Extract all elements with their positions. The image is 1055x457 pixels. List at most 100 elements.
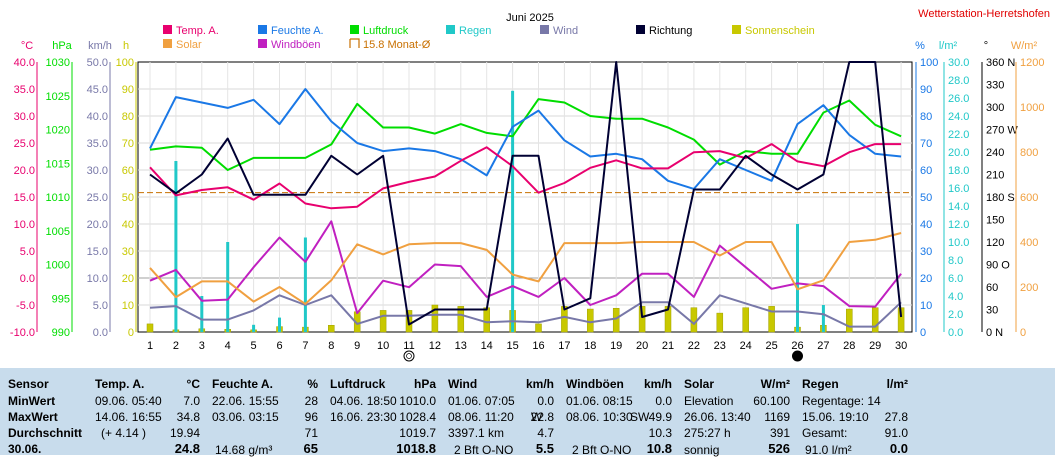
x-tick-label: 18: [584, 340, 596, 352]
temp-tick-label: -5.0: [16, 300, 35, 312]
pressure-header: Luftdruck: [330, 377, 386, 391]
temp-tick-label: 25.0: [14, 138, 35, 150]
legend-swatch-humidity: [258, 25, 267, 34]
sun-tick-label: 20: [122, 273, 134, 285]
sunshine-bar: [716, 312, 724, 333]
row-label-min: MinWert: [8, 394, 56, 408]
rain-tick-label: 10.0: [948, 237, 969, 249]
rain-bar: [796, 224, 799, 332]
wind-unit: km/h: [525, 377, 554, 391]
sensor-column: Sensor MinWert MaxWert Durchschnitt 30.0…: [8, 368, 88, 456]
x-tick-label: 6: [276, 340, 282, 352]
pressure-unit: hPa: [413, 377, 436, 391]
solar-unit: W/m²: [760, 377, 790, 391]
weather-chart: Juni 2025 Wetterstation-Herretshofen Tem…: [9, 8, 1050, 362]
sunshine-bar: [690, 307, 698, 333]
legend-label-solar: Solar: [176, 39, 202, 51]
legend-label-monthavg: 15.8 Monat-Ø: [363, 39, 431, 51]
direction-tick-label: 180 S: [986, 192, 1015, 204]
humidity-tick-label: 20: [920, 273, 932, 285]
wind-tick-label: 10.0: [87, 273, 108, 285]
rain-tick-label: 22.0: [948, 129, 969, 141]
humidity-tick-label: 50: [920, 192, 932, 204]
rain-column: Regen l/m² Regentage: 14 15.06. 19:10 27…: [802, 368, 908, 457]
wind-tick-label: 0.0: [93, 327, 108, 339]
humidity-column: Feuchte A. % 22.06. 15:55 28 03.06. 03:1…: [212, 368, 318, 457]
x-tick-label: 27: [817, 340, 829, 352]
sun-tick-label: 100: [116, 57, 134, 69]
station-name: Wetterstation-Herretshofen: [918, 8, 1050, 20]
direction-tick-label: 120: [986, 237, 1004, 249]
x-tick-label: 8: [328, 340, 334, 352]
temp-tick-label: 40.0: [14, 57, 35, 69]
temp-avg: 19.94: [169, 426, 200, 440]
bars: [146, 90, 905, 333]
rain-tick-label: 14.0: [948, 201, 969, 213]
humidity-today: 65: [303, 441, 318, 456]
rain-header: Regen: [802, 377, 839, 391]
rain-tick-label: 2.0: [948, 309, 963, 321]
x-tick-label: 9: [354, 340, 360, 352]
x-tick-label: 17: [558, 340, 570, 352]
x-tick-label: 2: [173, 340, 179, 352]
humidity-tick-label: 90: [920, 84, 932, 96]
row-label-max: MaxWert: [8, 410, 58, 424]
wind-unit-label: km/h: [88, 40, 112, 52]
rain-tick-label: 6.0: [948, 273, 963, 285]
rain-avg: 91.0: [884, 426, 908, 440]
x-tick-label: 24: [740, 340, 752, 352]
solar-tick-label: 1200: [1020, 57, 1044, 69]
x-tick-label: 12: [429, 340, 441, 352]
x-tick-label: 10: [377, 340, 389, 352]
humidity-tick-label: 30: [920, 246, 932, 258]
x-tick-label: 16: [532, 340, 544, 352]
temp-tick-label: 15.0: [14, 192, 35, 204]
sunshine-bar: [379, 310, 387, 333]
wind-tick-label: 40.0: [87, 111, 108, 123]
axes: 1 2 3 4 5 6 7 8 9 10 11 12 13 14 15 16 17 18 19 20 21 22 23 24 2…: [10, 40, 1044, 362]
direction-tick-label: 150: [986, 215, 1004, 227]
pressure-tick-label: 990: [52, 327, 70, 339]
legend-swatch-monthavg: [349, 38, 360, 48]
solar-min-label: Elevation: [684, 394, 734, 408]
pressure-tick-label: 1010: [46, 192, 70, 204]
wind-max: 22.8: [530, 410, 554, 424]
humidity-unit: %: [307, 377, 318, 391]
x-tick-label: 21: [662, 340, 674, 352]
wind-line: [149, 294, 902, 328]
pressure-tick-label: 1015: [46, 158, 70, 170]
gust-max-dir: SW: [630, 410, 650, 424]
legend-swatch-solar: [163, 39, 172, 48]
sun-tick-label: 60: [122, 165, 134, 177]
humidity-tick-label: 0: [920, 327, 926, 339]
sunshine-bar: [638, 306, 646, 333]
humidity-unit-label: %: [915, 40, 925, 52]
legend-swatch-wind: [540, 25, 549, 34]
x-tick-label: 4: [225, 340, 231, 352]
temp-tick-label: 10.0: [14, 219, 35, 231]
legend: Temp. A. Feuchte A. Luftdruck Regen Wind Rich…: [163, 25, 815, 51]
full-moon-icon: [403, 350, 415, 362]
sun-tick-label: 50: [122, 192, 134, 204]
solar-tick-label: 400: [1020, 237, 1038, 249]
temp-today: 24.8: [174, 441, 200, 456]
chart-svg: Juni 2025 Wetterstation-Herretshofen Tem…: [10, 8, 1050, 362]
solar-tick-label: 600: [1020, 192, 1038, 204]
rain-bar: [278, 317, 281, 332]
sunshine-bar: [612, 307, 620, 333]
sunshine-bar: [457, 306, 465, 333]
humidity-min-time: 22.06. 15:55: [212, 394, 279, 408]
solar-max: 1169: [764, 410, 790, 424]
rain-bar: [226, 242, 230, 332]
gust-min: 0.0: [655, 394, 672, 408]
temp-tick-label: 20.0: [14, 165, 35, 177]
x-tick-label: 23: [714, 340, 726, 352]
solar-avg-note: 275:27 h: [684, 426, 731, 440]
temp-min-time: 09.06. 05:40: [95, 394, 162, 408]
x-tick-label: 20: [636, 340, 648, 352]
humidity-avg: 71: [304, 426, 318, 440]
temp-avg-note: (+ 4.14 ): [101, 426, 147, 440]
x-tick-label: 1: [147, 340, 153, 352]
rain-tick-label: 26.0: [948, 93, 969, 105]
wind-today-note: 2 Bft O-NO: [454, 443, 514, 457]
